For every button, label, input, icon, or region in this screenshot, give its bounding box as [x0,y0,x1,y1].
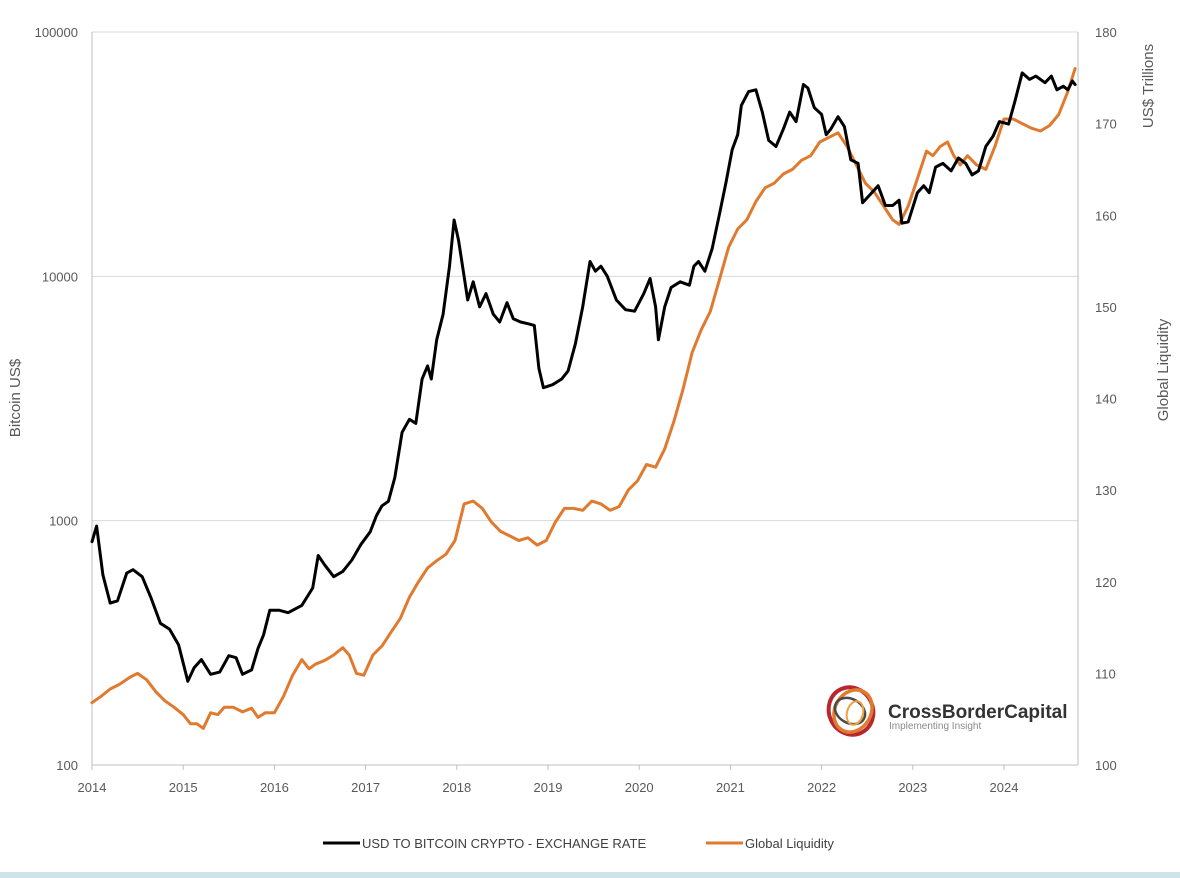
y-right-tick-label: 110 [1095,666,1116,681]
y-left-tick-label: 100000 [35,25,78,40]
axes: 100 1000 10000 100000 100 110 120 130 140 150 160 1… [35,25,1117,795]
gridlines [92,31,1078,766]
legend-label-global-liquidity: Global Liquidity [745,836,834,851]
logo-tagline: Implementing Insight [889,721,981,732]
bottom-border-strip [0,872,1180,878]
x-tick-label: 2018 [442,780,471,795]
y-right-tick-label: 180 [1095,25,1117,40]
y-right-tick-label: 130 [1095,483,1117,498]
series-layer [90,67,1077,730]
y-right-tick-label: 160 [1095,208,1117,223]
x-tick-label: 2021 [716,780,745,795]
y-axis-title-right: Global Liquidity [1155,318,1172,421]
logo-name: CrossBorderCapital [888,702,1068,723]
crossborder-logo: CrossBorderCapital Implementing Insight [826,685,1068,737]
x-tick-label: 2019 [534,780,563,795]
x-tick-label: 2016 [260,780,289,795]
x-tick-label: 2017 [351,780,380,795]
legend: USD TO BITCOIN CRYPTO - EXCHANGE RATE Glo… [323,836,834,851]
y-left-tick-label: 1000 [49,514,78,529]
logo-swirl-icon [826,685,876,737]
series-line-bitcoin [90,71,1077,683]
x-tick-label: 2015 [169,780,198,795]
y-axis-title-right-units: US$ Trillions [1140,44,1157,128]
legend-label-bitcoin: USD TO BITCOIN CRYPTO - EXCHANGE RATE [362,836,646,851]
x-tick-label: 2022 [807,780,836,795]
series-line-global-liquidity [90,67,1077,730]
y-right-tick-label: 150 [1095,300,1117,315]
y-right-tick-label: 100 [1095,758,1117,773]
y-axis-title-left: Bitcoin US$ [7,358,24,437]
x-tick-label: 2024 [990,780,1019,795]
y-left-tick-label: 10000 [42,269,78,284]
y-left-tick-label: 100 [56,758,78,773]
x-tick-label: 2020 [625,780,654,795]
y-right-tick-label: 170 [1095,117,1117,132]
y-right-tick-label: 120 [1095,575,1117,590]
y-right-tick-label: 140 [1095,392,1117,407]
x-tick-label: 2023 [898,780,927,795]
x-tick-label: 2014 [78,780,107,795]
